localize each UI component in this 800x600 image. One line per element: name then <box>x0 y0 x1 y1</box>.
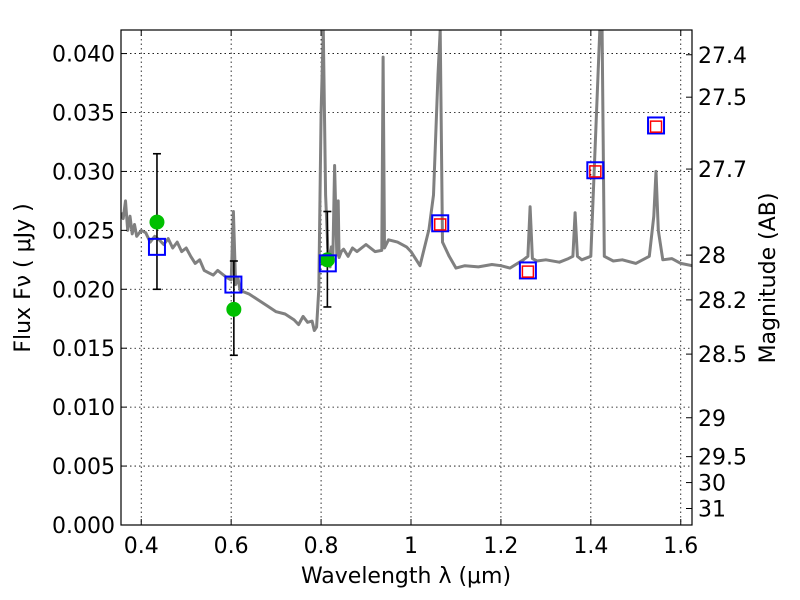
right-tick-label: 27.7 <box>698 158 747 183</box>
blue-square-marker <box>147 237 166 256</box>
x-tick-label: 0.6 <box>214 534 249 559</box>
x-tick-label: 1.2 <box>483 534 518 559</box>
x-tick-labels: 0.4 0.6 0.8 1 1.2 1.4 1.6 <box>124 534 699 559</box>
y-axis-label: Flux Fν ( μJy ) <box>11 203 36 352</box>
observed-point <box>149 214 165 230</box>
blue-square-marker <box>647 116 666 135</box>
y-tick-label: 0.040 <box>52 43 115 68</box>
red-square-marker <box>433 218 447 231</box>
x-axis-label: Wavelength λ (μm) <box>301 564 511 589</box>
x-tick-label: 0.8 <box>304 534 339 559</box>
y-tick-label: 0.030 <box>52 160 115 185</box>
y-tick-label: 0.025 <box>52 219 115 244</box>
red-square-marker <box>649 120 663 133</box>
right-tick-label: 28 <box>698 244 726 269</box>
plot-frame <box>120 29 693 526</box>
blue-square-marker <box>586 161 605 180</box>
right-tick-label: 29 <box>698 407 726 432</box>
blue-square-marker <box>518 261 537 280</box>
ticks-layer <box>121 30 692 526</box>
y-tick-label: 0.010 <box>52 396 115 421</box>
x-tick-label: 1.4 <box>573 534 608 559</box>
right-tick-label: 28.2 <box>698 289 747 314</box>
y-tick-label: 0.000 <box>52 514 115 539</box>
x-tick-label: 1.6 <box>663 534 698 559</box>
red-square-marker <box>521 265 535 278</box>
y-tick-label: 0.005 <box>52 455 115 480</box>
right-tick-label: 28.5 <box>698 343 747 368</box>
right-tick-label: 29.5 <box>698 446 747 471</box>
markers-layer <box>147 116 666 357</box>
blue-square-marker <box>224 275 243 294</box>
spectrum-line <box>121 30 692 332</box>
y-tick-label: 0.015 <box>52 337 115 362</box>
y-tick-labels: 0.000 0.005 0.010 0.015 0.020 0.025 0.030 0.035… <box>52 43 115 539</box>
right-tick-label: 31 <box>698 498 726 523</box>
right-tick-label: 27.5 <box>698 86 747 111</box>
observed-point <box>226 301 242 317</box>
y-tick-label: 0.035 <box>52 102 115 127</box>
blue-square-marker <box>431 214 450 233</box>
right-tick-label: 27.4 <box>698 44 747 69</box>
spectrum-layer <box>121 30 692 332</box>
y-tick-label: 0.020 <box>52 278 115 303</box>
red-square-marker <box>589 165 602 178</box>
grid <box>121 30 692 525</box>
x-tick-label: 1 <box>404 534 418 559</box>
right-axis-label: Magnitude (AB) <box>756 193 781 364</box>
x-tick-label: 0.4 <box>124 534 159 559</box>
right-tick-label: 30 <box>698 472 726 497</box>
blue-square-marker <box>318 254 337 273</box>
